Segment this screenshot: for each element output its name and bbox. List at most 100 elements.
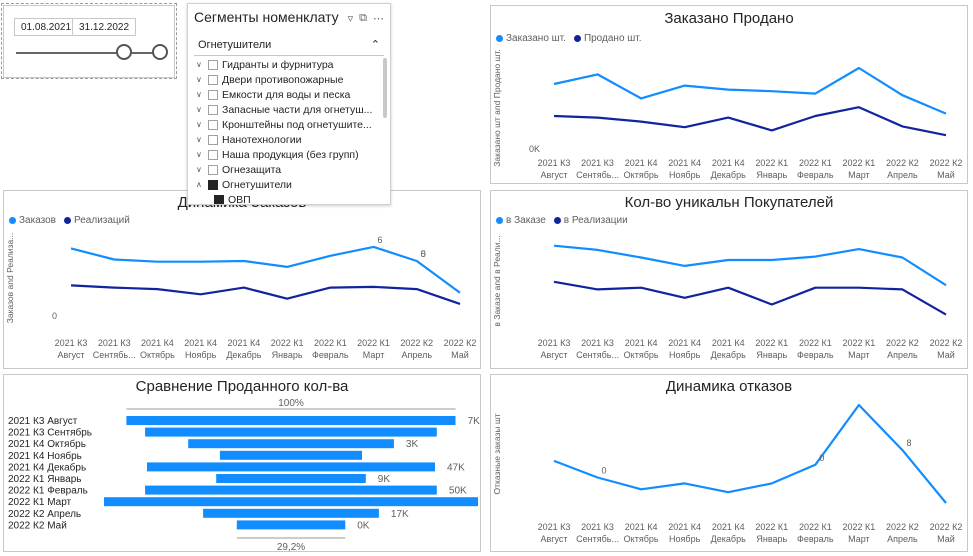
expand-chevron-icon[interactable]: ∨ <box>196 60 202 69</box>
x-tick-quarter: 2021 К3 <box>538 522 571 532</box>
expand-chevron-icon[interactable]: ∨ <box>196 105 202 114</box>
chart-title: Кол-во уникальн Покупателей <box>624 194 834 211</box>
top-percent-label: 100% <box>278 398 304 409</box>
x-tick-month: Ноябрь <box>669 170 701 180</box>
segment-item[interactable]: ∨ Огнезащита <box>196 162 386 177</box>
data-label: 47K <box>447 462 465 473</box>
x-tick-quarter: 2022 К1 <box>799 338 832 348</box>
funnel-bar <box>147 462 435 472</box>
category-label: 2022 К1 Февраль <box>8 486 88 497</box>
legend-label: Заказано шт. <box>506 33 566 44</box>
segment-slicer-panel: Сегменты номенклату ▿ ⧉ ⋯ Огнетушители ⌃… <box>187 3 391 205</box>
x-tick-quarter: 2021 К4 <box>184 338 217 348</box>
date-slicer-focus-border <box>1 3 177 79</box>
x-tick-quarter: 2021 К3 <box>98 338 131 348</box>
more-icon[interactable]: ⋯ <box>373 13 384 25</box>
series-line-light <box>553 403 947 504</box>
refusals-plot[interactable]: Отказные заказы шт 0 0 8 2021 К3 Август 2021 К… <box>491 375 969 553</box>
expand-chevron-icon[interactable]: ∨ <box>196 90 202 99</box>
expand-chevron-icon[interactable]: ∨ <box>196 165 202 174</box>
segment-item[interactable]: ∨ Емкости для воды и песка <box>196 87 386 102</box>
expand-chevron-icon[interactable]: ∧ <box>196 180 202 189</box>
segment-dropdown[interactable]: Огнетушители ⌃ <box>194 35 384 56</box>
unique-buyers-plot[interactable]: в Заказе and в Реали... 2021 К3 Август 2021… <box>491 191 969 370</box>
x-tick-month: Февраль <box>797 534 834 544</box>
legend-dot <box>496 35 503 42</box>
expand-chevron-icon[interactable]: ∨ <box>196 135 202 144</box>
x-tick-quarter: 2022 К2 <box>400 338 433 348</box>
x-tick-month: Март <box>848 170 870 180</box>
segment-checkbox[interactable] <box>208 134 218 145</box>
segment-checkbox[interactable] <box>208 104 218 115</box>
segment-checkbox[interactable] <box>208 89 218 100</box>
x-tick-month: Август <box>540 534 567 544</box>
y-axis-label: Заказов and Реализа... <box>5 233 15 324</box>
segment-subitem[interactable]: ОВП <box>196 192 386 204</box>
legend-item[interactable]: Заказано шт. <box>496 33 566 44</box>
category-label: 2021 К4 Декабрь <box>8 461 86 473</box>
y-axis-label: Заказано шт and Продано шт. <box>492 49 502 166</box>
legend-item[interactable]: Заказов <box>9 215 56 226</box>
end-date-input[interactable]: 31.12.2022 <box>72 18 137 36</box>
segment-checkbox[interactable] <box>214 194 224 204</box>
x-tick-month: Май <box>937 170 955 180</box>
filter-icon[interactable]: ▿ <box>347 13 354 25</box>
legend-label: Продано шт. <box>583 33 642 44</box>
x-tick-quarter: 2022 К2 <box>930 338 963 348</box>
segment-checkbox[interactable] <box>208 179 218 190</box>
segment-checkbox[interactable] <box>208 74 218 85</box>
segment-item[interactable]: ∨ Наша продукция (без групп) <box>196 147 386 162</box>
segment-list: ∨ Гидранты и фурнитура ∨ Двери противопожар… <box>196 57 386 204</box>
x-tick-quarter: 2022 К1 <box>755 522 788 532</box>
x-tick-month: Октябрь <box>140 350 175 360</box>
segment-item[interactable]: ∨ Запасные части для огнетуш... <box>196 102 386 117</box>
legend-item[interactable]: Продано шт. <box>573 33 642 44</box>
chevron-up-icon[interactable]: ⌃ <box>370 39 380 51</box>
funnel-bar <box>216 474 366 483</box>
legend-item[interactable]: в Заказе <box>496 215 546 226</box>
expand-chevron-icon[interactable]: ∨ <box>196 150 202 159</box>
segment-label: Запасные части для огнетуш... <box>222 103 373 116</box>
date-range-track[interactable] <box>16 52 162 54</box>
segment-item[interactable]: ∧ Огнетушители <box>196 177 386 192</box>
ordered-sold-plot[interactable]: Заказано шт and Продано шт. 0K 2021 К3 Авгу… <box>491 6 969 185</box>
x-tick-month: Май <box>451 350 469 360</box>
x-tick-month: Ноябрь <box>669 534 701 544</box>
x-tick-month: Март <box>363 350 385 360</box>
focus-icon[interactable]: ⧉ <box>359 12 367 24</box>
data-label: 50K <box>449 486 467 497</box>
segment-item[interactable]: ∨ Гидранты и фурнитура <box>196 57 386 72</box>
segment-checkbox[interactable] <box>208 164 218 175</box>
segment-item[interactable]: ∨ Нанотехнологии <box>196 132 386 147</box>
segment-label: Гидранты и фурнитура <box>222 58 334 71</box>
x-tick-quarter: 2022 К1 <box>357 338 390 348</box>
x-tick-month: Ноябрь <box>669 350 701 360</box>
series-line-light <box>553 244 947 287</box>
x-tick-month: Февраль <box>312 350 349 360</box>
expand-chevron-icon[interactable]: ∨ <box>196 75 202 84</box>
segment-label: Огнезащита <box>222 163 282 176</box>
funnel-bar <box>126 416 456 425</box>
data-label: 7K <box>468 416 481 427</box>
segment-checkbox[interactable] <box>208 59 218 70</box>
segment-label: Кронштейны под огнетушите... <box>222 118 372 131</box>
x-tick-month: Февраль <box>797 350 834 360</box>
segment-scrollbar[interactable] <box>383 58 387 118</box>
funnel-bar <box>145 427 437 437</box>
expand-chevron-icon[interactable]: ∨ <box>196 120 202 129</box>
segment-checkbox[interactable] <box>208 149 218 160</box>
x-tick-quarter: 2021 К4 <box>227 338 260 348</box>
x-tick-quarter: 2022 К2 <box>886 338 919 348</box>
segment-checkbox[interactable] <box>208 119 218 130</box>
category-label: 2022 К1 Январь <box>8 474 81 485</box>
end-handle[interactable] <box>152 44 168 60</box>
start-handle[interactable] <box>116 44 132 60</box>
segment-item[interactable]: ∨ Двери противопожарные <box>196 72 386 87</box>
x-tick-month: Декабрь <box>711 534 746 544</box>
x-tick-month: Август <box>57 350 84 360</box>
legend-item[interactable]: в Реализации <box>553 215 628 226</box>
legend-item[interactable]: Реализаций <box>64 215 130 226</box>
segment-item[interactable]: ∨ Кронштейны под огнетушите... <box>196 117 386 132</box>
